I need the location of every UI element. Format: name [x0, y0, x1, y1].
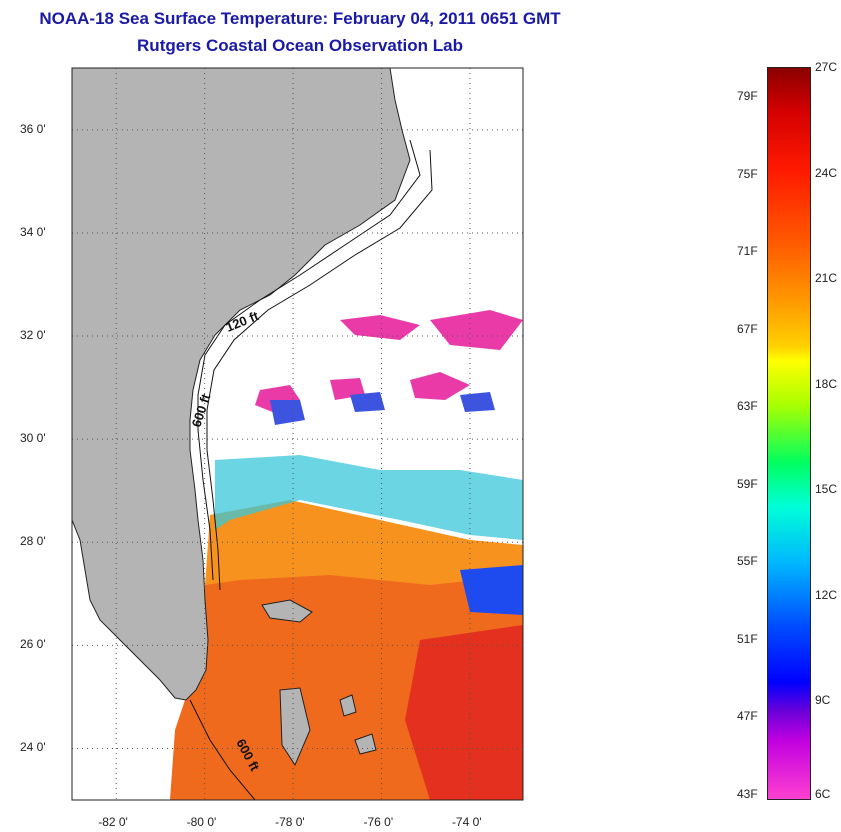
lat-tick-label: 30 0' [20, 431, 46, 446]
colorbar-f-label: 43F [737, 787, 758, 801]
contour-120ft [197, 139, 421, 581]
colorbar-c-label: 27C [815, 60, 838, 74]
sst-cool-patch [460, 565, 523, 615]
sst-warm-region-east [405, 625, 523, 800]
land-small-islands [339, 694, 377, 755]
lon-tick-label: -82 0' [98, 815, 128, 829]
contour-600ft-south [189, 699, 256, 800]
lat-tick-label: 26 0' [20, 637, 46, 652]
lon-tick-label: -76 0' [363, 815, 394, 829]
colorbar-f-label: 55F [737, 554, 758, 568]
lat-tick-label: 34 0' [20, 224, 46, 239]
sst-cold-clouds [255, 310, 523, 415]
sst-blue-clouds [270, 392, 495, 425]
lat-tick-label: 28 0' [20, 534, 46, 549]
temperature-colorbar [767, 67, 811, 800]
map-subtitle: Rutgers Coastal Ocean Observation Lab [137, 36, 463, 55]
lon-tick-label: -78 0' [275, 815, 305, 829]
map-frame [71, 67, 524, 801]
colorbar-f-label: 75F [737, 166, 758, 181]
sst-mixed-patch [215, 455, 523, 540]
colorbar-c-label: 24C [815, 165, 838, 180]
land-andros [279, 687, 311, 767]
sst-orange-band [205, 500, 523, 585]
lat-tick-label: 32 0' [20, 328, 46, 343]
colorbar-c-label: 6C [815, 787, 831, 801]
colorbar-c-label: 9C [815, 693, 831, 707]
colorbar-f-label: 79F [737, 89, 758, 103]
colorbar-f-label: 51F [737, 631, 758, 646]
colorbar-f-label: 71F [737, 244, 758, 258]
colorbar-f-label: 59F [737, 476, 758, 491]
colorbar-f-label: 67F [737, 321, 758, 336]
colorbar-c-label: 15C [815, 482, 838, 496]
land-grand-bahama [261, 599, 313, 623]
colorbar-f-label: 47F [737, 709, 758, 723]
colorbar-c-label: 21C [815, 271, 838, 285]
lat-tick-label: 24 0' [20, 740, 46, 755]
contour-600ft [206, 149, 433, 591]
colorbar-c-label: 18C [815, 376, 838, 391]
map-grid [72, 68, 523, 800]
lat-tick-label: 36 0' [20, 121, 46, 136]
colorbar-c-label: 12C [815, 587, 838, 602]
lon-tick-label: -74 0' [451, 815, 482, 829]
colorbar-f-label: 63F [737, 399, 758, 413]
land-us-coast [72, 68, 411, 701]
map-title: NOAA-18 Sea Surface Temperature: Februar… [39, 9, 561, 28]
lon-tick-label: -80 0' [186, 815, 217, 829]
